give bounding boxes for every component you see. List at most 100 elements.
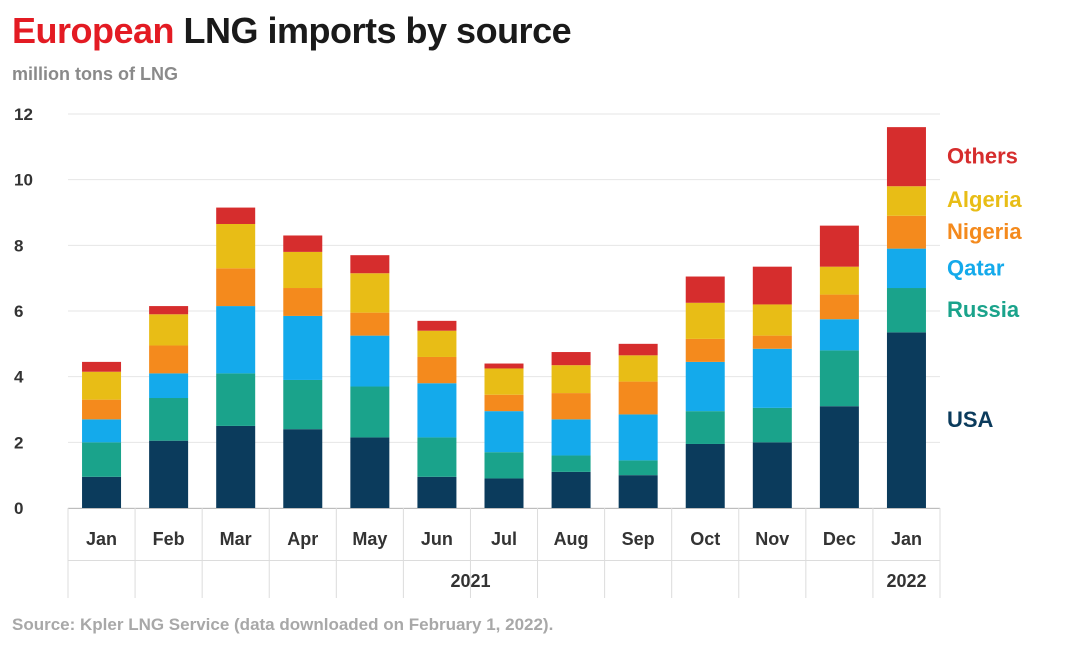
legend: USA Russia Qatar Nigeria Algeria Others xyxy=(947,144,1022,432)
bar-segment-algeria-4 xyxy=(350,273,390,313)
bar-segment-usa-7 xyxy=(551,471,591,508)
x-tick-label: Sep xyxy=(622,529,655,549)
bar-segment-russia-7 xyxy=(551,455,591,472)
y-tick-label: 0 xyxy=(14,499,23,518)
bar-segment-russia-2 xyxy=(216,373,256,426)
year-group-label: 2022 xyxy=(886,571,926,591)
bar-segment-russia-5 xyxy=(417,437,457,477)
bar-segment-algeria-8 xyxy=(618,355,658,382)
bar-segment-usa-0 xyxy=(82,476,122,508)
bar-segment-usa-8 xyxy=(618,475,658,508)
x-tick-label: Jan xyxy=(86,529,117,549)
legend-label-qatar: Qatar xyxy=(947,255,1005,280)
bar-segment-others-11 xyxy=(819,225,859,267)
bar-segment-others-3 xyxy=(283,235,323,252)
bar-segment-nigeria-9 xyxy=(685,338,725,362)
bar-segment-russia-8 xyxy=(618,460,658,476)
bar-segment-usa-6 xyxy=(484,478,524,508)
bar-segment-nigeria-11 xyxy=(819,294,859,320)
y-tick-label: 10 xyxy=(14,171,33,190)
x-tick-label: Jul xyxy=(491,529,517,549)
bar-segment-nigeria-7 xyxy=(551,393,591,420)
x-tick-label: Apr xyxy=(287,529,318,549)
bar-segment-qatar-7 xyxy=(551,419,591,456)
x-tick-label: May xyxy=(352,529,387,549)
bar-segment-others-1 xyxy=(149,306,189,315)
bar-segment-usa-10 xyxy=(752,442,792,508)
x-tick-label: Feb xyxy=(153,529,185,549)
bar-segment-algeria-12 xyxy=(886,186,926,216)
bar-segment-usa-3 xyxy=(283,429,323,508)
bars xyxy=(82,127,926,508)
legend-label-usa: USA xyxy=(947,407,994,432)
x-tick-label: Dec xyxy=(823,529,856,549)
y-tick-label: 6 xyxy=(14,302,23,321)
bar-segment-russia-4 xyxy=(350,386,390,438)
bar-segment-nigeria-5 xyxy=(417,356,457,384)
x-tick-label: Jan xyxy=(891,529,922,549)
bar-segment-algeria-5 xyxy=(417,330,457,357)
legend-label-russia: Russia xyxy=(947,297,1020,322)
bar-segment-nigeria-12 xyxy=(886,215,926,249)
x-tick-label: Mar xyxy=(220,529,252,549)
bar-segment-usa-11 xyxy=(819,406,859,508)
bar-segment-qatar-8 xyxy=(618,414,658,461)
bar-segment-usa-5 xyxy=(417,476,457,508)
bar-segment-others-7 xyxy=(551,352,591,366)
source-note: Source: Kpler LNG Service (data download… xyxy=(12,615,554,634)
bar-segment-russia-12 xyxy=(886,288,926,333)
y-tick-label: 8 xyxy=(14,236,23,255)
bar-segment-nigeria-10 xyxy=(752,335,792,349)
bar-segment-others-12 xyxy=(886,127,926,187)
bar-segment-algeria-2 xyxy=(216,223,256,269)
bar-segment-others-2 xyxy=(216,207,256,224)
bar-segment-algeria-3 xyxy=(283,251,323,289)
bar-segment-algeria-7 xyxy=(551,365,591,394)
bar-segment-qatar-2 xyxy=(216,306,256,374)
bar-segment-others-9 xyxy=(685,276,725,303)
bar-segment-usa-1 xyxy=(149,440,189,508)
bar-segment-qatar-6 xyxy=(484,411,524,453)
x-tick-label: Oct xyxy=(690,529,720,549)
bar-segment-algeria-1 xyxy=(149,314,189,346)
bar-segment-qatar-11 xyxy=(819,319,859,351)
bar-segment-algeria-10 xyxy=(752,304,792,336)
bar-segment-qatar-4 xyxy=(350,335,390,387)
bar-segment-nigeria-6 xyxy=(484,394,524,412)
chart-title: European LNG imports by source xyxy=(12,10,572,52)
bar-segment-algeria-11 xyxy=(819,266,859,295)
bar-segment-others-5 xyxy=(417,320,457,331)
bar-segment-russia-1 xyxy=(149,398,189,441)
bar-segment-qatar-1 xyxy=(149,373,189,399)
bar-segment-nigeria-4 xyxy=(350,312,390,336)
legend-label-algeria: Algeria xyxy=(947,187,1022,212)
bar-segment-qatar-12 xyxy=(886,248,926,289)
legend-label-nigeria: Nigeria xyxy=(947,219,1022,244)
x-tick-label: Nov xyxy=(755,529,789,549)
bar-segment-russia-6 xyxy=(484,452,524,479)
bar-segment-algeria-0 xyxy=(82,371,122,400)
bar-segment-qatar-5 xyxy=(417,383,457,438)
bar-segment-qatar-3 xyxy=(283,315,323,380)
bar-segment-russia-9 xyxy=(685,411,725,444)
year-group-label: 2021 xyxy=(450,571,490,591)
bar-segment-others-10 xyxy=(752,266,792,305)
bar-segment-russia-11 xyxy=(819,350,859,407)
bar-segment-usa-2 xyxy=(216,425,256,508)
x-tick-label: Jun xyxy=(421,529,453,549)
y-axis: 0 2 4 6 8 10 12 xyxy=(14,105,33,518)
chart-title-accent: European xyxy=(12,10,175,51)
bar-segment-algeria-6 xyxy=(484,368,524,395)
bar-segment-usa-9 xyxy=(685,443,725,508)
bar-segment-algeria-9 xyxy=(685,302,725,339)
chart-subtitle: million tons of LNG xyxy=(12,64,178,84)
bar-segment-russia-3 xyxy=(283,379,323,430)
bar-segment-russia-0 xyxy=(82,442,122,477)
bar-segment-qatar-0 xyxy=(82,419,122,443)
bar-segment-others-4 xyxy=(350,255,390,274)
chart-title-rest: LNG imports by source xyxy=(174,10,572,51)
x-tick-label: Aug xyxy=(554,529,589,549)
bar-segment-others-6 xyxy=(484,363,524,369)
y-tick-label: 12 xyxy=(14,105,33,124)
